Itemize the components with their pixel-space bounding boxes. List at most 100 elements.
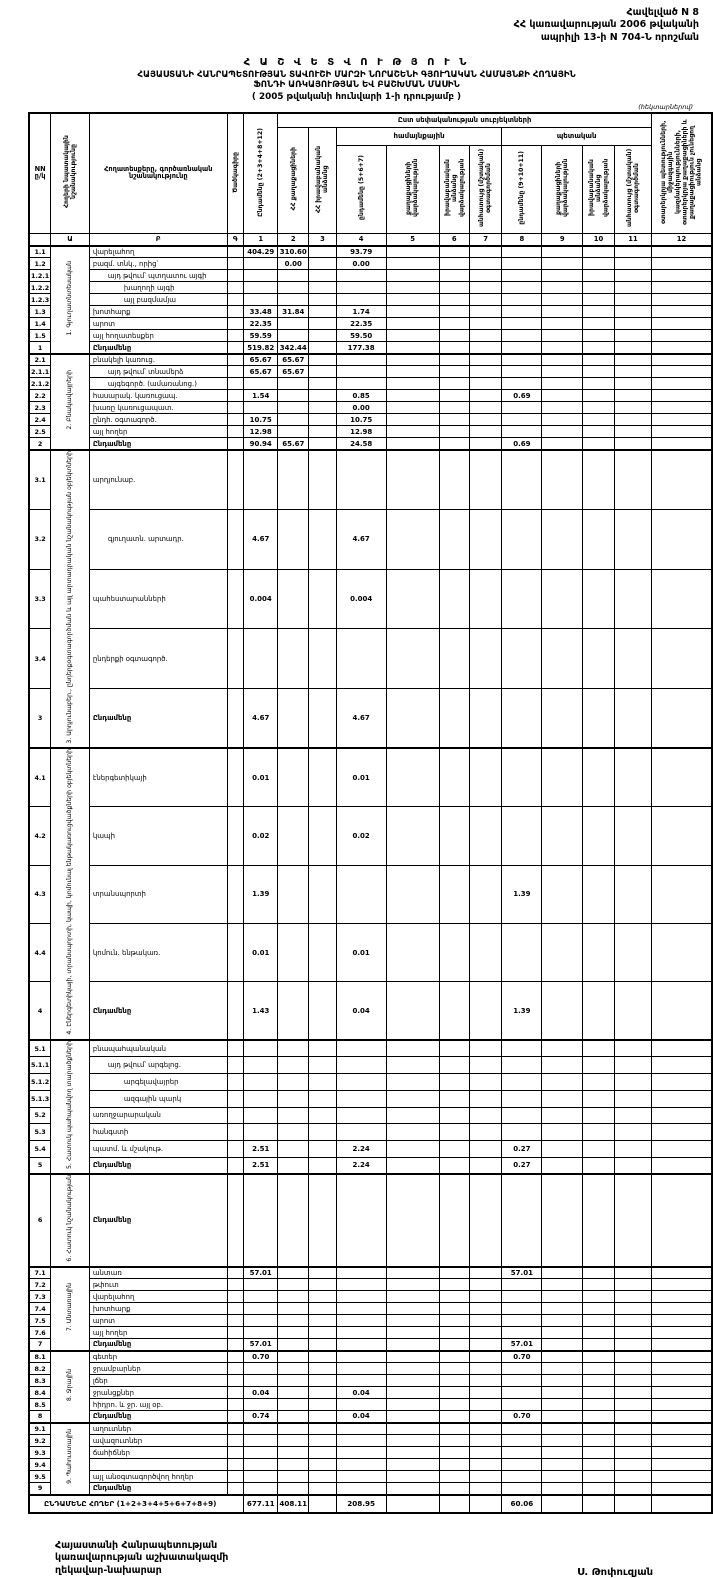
value-cell-c3 <box>308 1446 337 1460</box>
value-cell-c10 <box>581 1338 616 1352</box>
value-cell-c8 <box>501 413 543 427</box>
code-cell <box>226 1398 245 1412</box>
row-number: 2.1.2 <box>28 377 52 391</box>
value-cell-c1: 1.39 <box>243 864 279 924</box>
row-label: բնակելի կառուց. <box>88 352 228 367</box>
value-cell-c2: 31.84 <box>277 305 310 319</box>
value-cell-c5 <box>385 389 440 403</box>
value-cell-c2 <box>277 1410 310 1424</box>
value-cell-c12 <box>650 389 713 403</box>
value-cell-c6 <box>438 244 470 259</box>
value-cell-c7 <box>468 1278 503 1292</box>
value-cell-c3 <box>308 389 337 403</box>
value-cell-c11 <box>614 1173 652 1268</box>
value-cell-c5 <box>385 1278 440 1292</box>
header-row-2: ՀՀ քաղաքացիների ՀՀ իրավաբանական անձանց հ… <box>29 126 712 234</box>
value-cell-c5 <box>385 1434 440 1448</box>
row-label: Ընդամենը <box>88 981 228 1041</box>
value-cell-c6 <box>438 628 470 690</box>
value-cell-c4 <box>335 1470 387 1484</box>
value-cell-c2: 0.00 <box>277 257 310 271</box>
value-cell-c3 <box>308 688 337 749</box>
value-cell-c6 <box>438 1302 470 1316</box>
row-label: արգելավայրեր <box>88 1073 228 1091</box>
value-cell-c8: 57.01 <box>501 1338 543 1352</box>
value-cell-c8 <box>501 244 543 259</box>
value-cell-c4: 93.79 <box>335 244 387 259</box>
table-row-2.1.1: 2.1.1 այդ թվում՝ տնամերձ 65.67 65.67 <box>28 365 713 379</box>
row-number: 9.3 <box>28 1446 52 1460</box>
code-cell <box>226 981 245 1041</box>
value-cell-c4: 22.35 <box>335 317 387 331</box>
value-cell-c10 <box>581 1089 616 1108</box>
row-label: այլ հողեր <box>88 1326 228 1340</box>
value-cell-c4 <box>335 1482 387 1496</box>
column-letter-15: 12 <box>650 232 713 247</box>
value-cell-c6 <box>438 425 470 439</box>
value-cell-c6 <box>438 509 470 570</box>
value-cell-c3 <box>308 1470 337 1484</box>
value-cell-c4: 0.02 <box>335 806 387 866</box>
table-row-2.3: 2.3 խառը կառուցապատ. 0.00 <box>28 401 713 415</box>
value-cell-c3 <box>308 922 337 983</box>
value-cell-c12 <box>650 1173 713 1268</box>
value-cell-c12 <box>650 1290 713 1304</box>
value-cell-c5 <box>385 1326 440 1340</box>
value-cell-c9 <box>541 1302 583 1316</box>
row-number: 7.1 <box>28 1265 52 1280</box>
table-row-9.3: 9.3 ճահիճներ <box>28 1446 713 1460</box>
value-cell-c1: 1.54 <box>243 389 279 403</box>
value-cell-c8 <box>501 1314 543 1328</box>
value-cell-c2 <box>277 448 310 511</box>
column-letter-0 <box>28 232 52 247</box>
row-label: արոտ <box>88 1314 228 1328</box>
value-cell-c5 <box>385 1302 440 1316</box>
value-cell-c3 <box>308 437 337 451</box>
value-cell-c5 <box>385 1089 440 1108</box>
value-cell-c5 <box>385 317 440 331</box>
value-cell-c4 <box>335 1302 387 1316</box>
value-cell-c4 <box>335 1056 387 1075</box>
code-cell <box>226 922 245 983</box>
code-cell <box>226 1156 245 1175</box>
value-cell-c12 <box>650 1140 713 1158</box>
value-cell-c10 <box>581 317 616 331</box>
column-letter-3: Գ <box>226 232 245 247</box>
value-cell-c1: 4.67 <box>243 688 279 749</box>
col-header-total: Ընդամենը (2+3+4+8+12) <box>243 112 279 234</box>
value-cell-c9 <box>541 1265 583 1280</box>
value-cell-c4: 4.67 <box>335 509 387 570</box>
value-cell-c7 <box>468 1290 503 1304</box>
value-cell-c6 <box>438 1326 470 1340</box>
value-cell-c9 <box>541 437 583 451</box>
value-cell-c7 <box>468 1338 503 1352</box>
value-cell-c5 <box>385 864 440 924</box>
value-cell-c5 <box>385 1073 440 1091</box>
column-letter-6: 3 <box>308 232 337 247</box>
row-number: 8.3 <box>28 1374 52 1388</box>
value-cell-c6 <box>438 1349 470 1364</box>
grand-value-c11 <box>614 1493 652 1514</box>
value-cell-c5 <box>385 1123 440 1142</box>
value-cell-c8: 0.69 <box>501 389 543 403</box>
value-cell-c10 <box>581 377 616 391</box>
code-cell <box>226 257 245 271</box>
value-cell-c7 <box>468 509 503 570</box>
value-cell-c1 <box>243 1458 279 1472</box>
value-cell-c8 <box>501 1056 543 1075</box>
value-cell-c3 <box>308 425 337 439</box>
row-number: 1.1 <box>28 244 52 259</box>
group-label: 8. Ջրային <box>66 1368 74 1401</box>
column-letters-row: Ա Բ Գ 1 2 3 4 5 6 7 8 9 10 11 12 <box>28 232 713 247</box>
value-cell-c9 <box>541 1278 583 1292</box>
col-header-nn: NN ը/կ <box>28 112 52 234</box>
row-label <box>88 1458 228 1472</box>
value-cell-c2 <box>277 922 310 983</box>
value-cell-c4 <box>335 293 387 307</box>
value-cell-c12 <box>650 269 713 283</box>
value-cell-c7 <box>468 437 503 451</box>
value-cell-c1 <box>243 1446 279 1460</box>
value-cell-c2 <box>277 1398 310 1412</box>
value-cell-c10 <box>581 1290 616 1304</box>
row-label: Ընդամենը <box>88 1410 228 1424</box>
